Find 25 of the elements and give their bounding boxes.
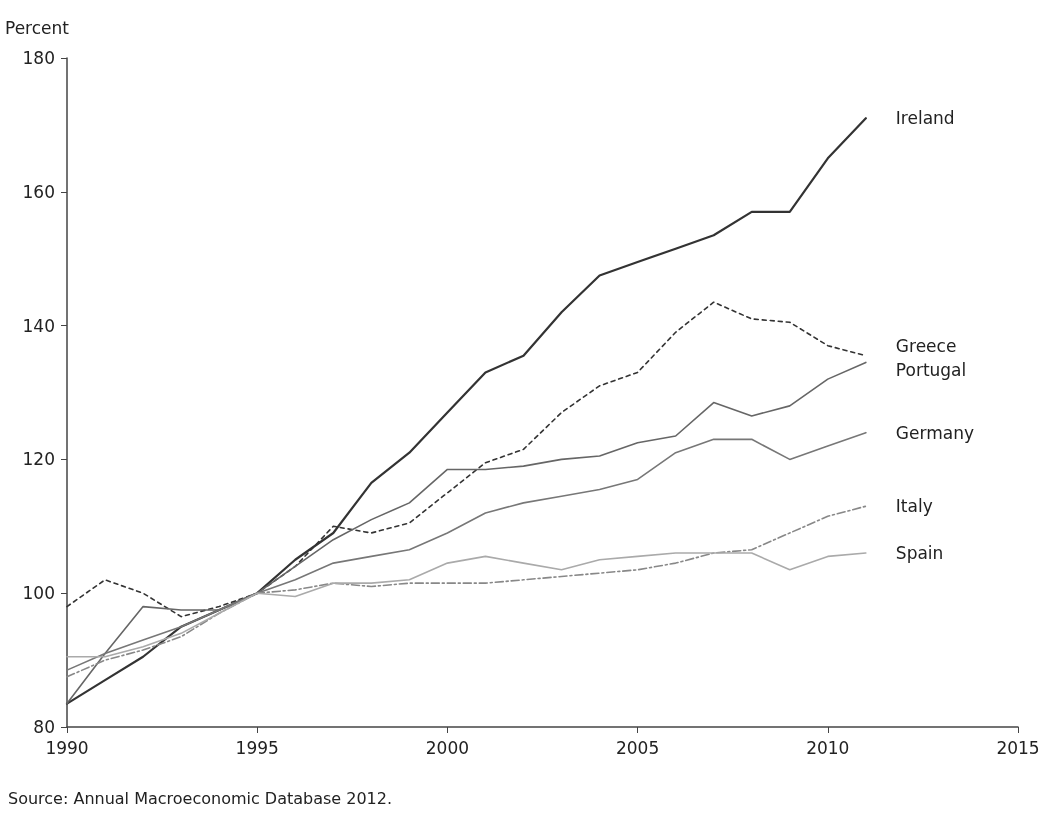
y-tick-label: 160 xyxy=(22,181,55,202)
series-label: Germany xyxy=(895,422,974,443)
x-tick-label: 2010 xyxy=(806,737,850,758)
series-label: Spain xyxy=(895,543,944,564)
line-series xyxy=(66,505,867,678)
series-label: Ireland xyxy=(895,108,955,129)
line-series xyxy=(66,552,867,658)
series-label: Italy xyxy=(895,496,933,517)
y-tick-label: 100 xyxy=(22,583,55,604)
line-series xyxy=(66,361,867,705)
y-tick-label: 80 xyxy=(33,717,55,737)
line-series xyxy=(66,431,867,671)
y-tick-label: 180 xyxy=(22,48,55,68)
x-tick-label: 2005 xyxy=(615,737,660,758)
series-label: Portugal xyxy=(895,360,967,381)
x-tick-label: 2015 xyxy=(996,737,1040,758)
x-tick-label: 2000 xyxy=(425,737,470,758)
y-axis-title: Percent xyxy=(5,17,70,38)
series-label: Greece xyxy=(895,335,957,356)
x-tick-label: 1995 xyxy=(235,737,279,758)
y-tick-label: 140 xyxy=(22,315,55,336)
source-note: Source: Annual Macroeconomic Database 2012. xyxy=(8,788,393,808)
x-tick-label: 1990 xyxy=(45,737,89,758)
y-tick-label: 120 xyxy=(22,449,55,470)
line-series xyxy=(65,117,867,705)
